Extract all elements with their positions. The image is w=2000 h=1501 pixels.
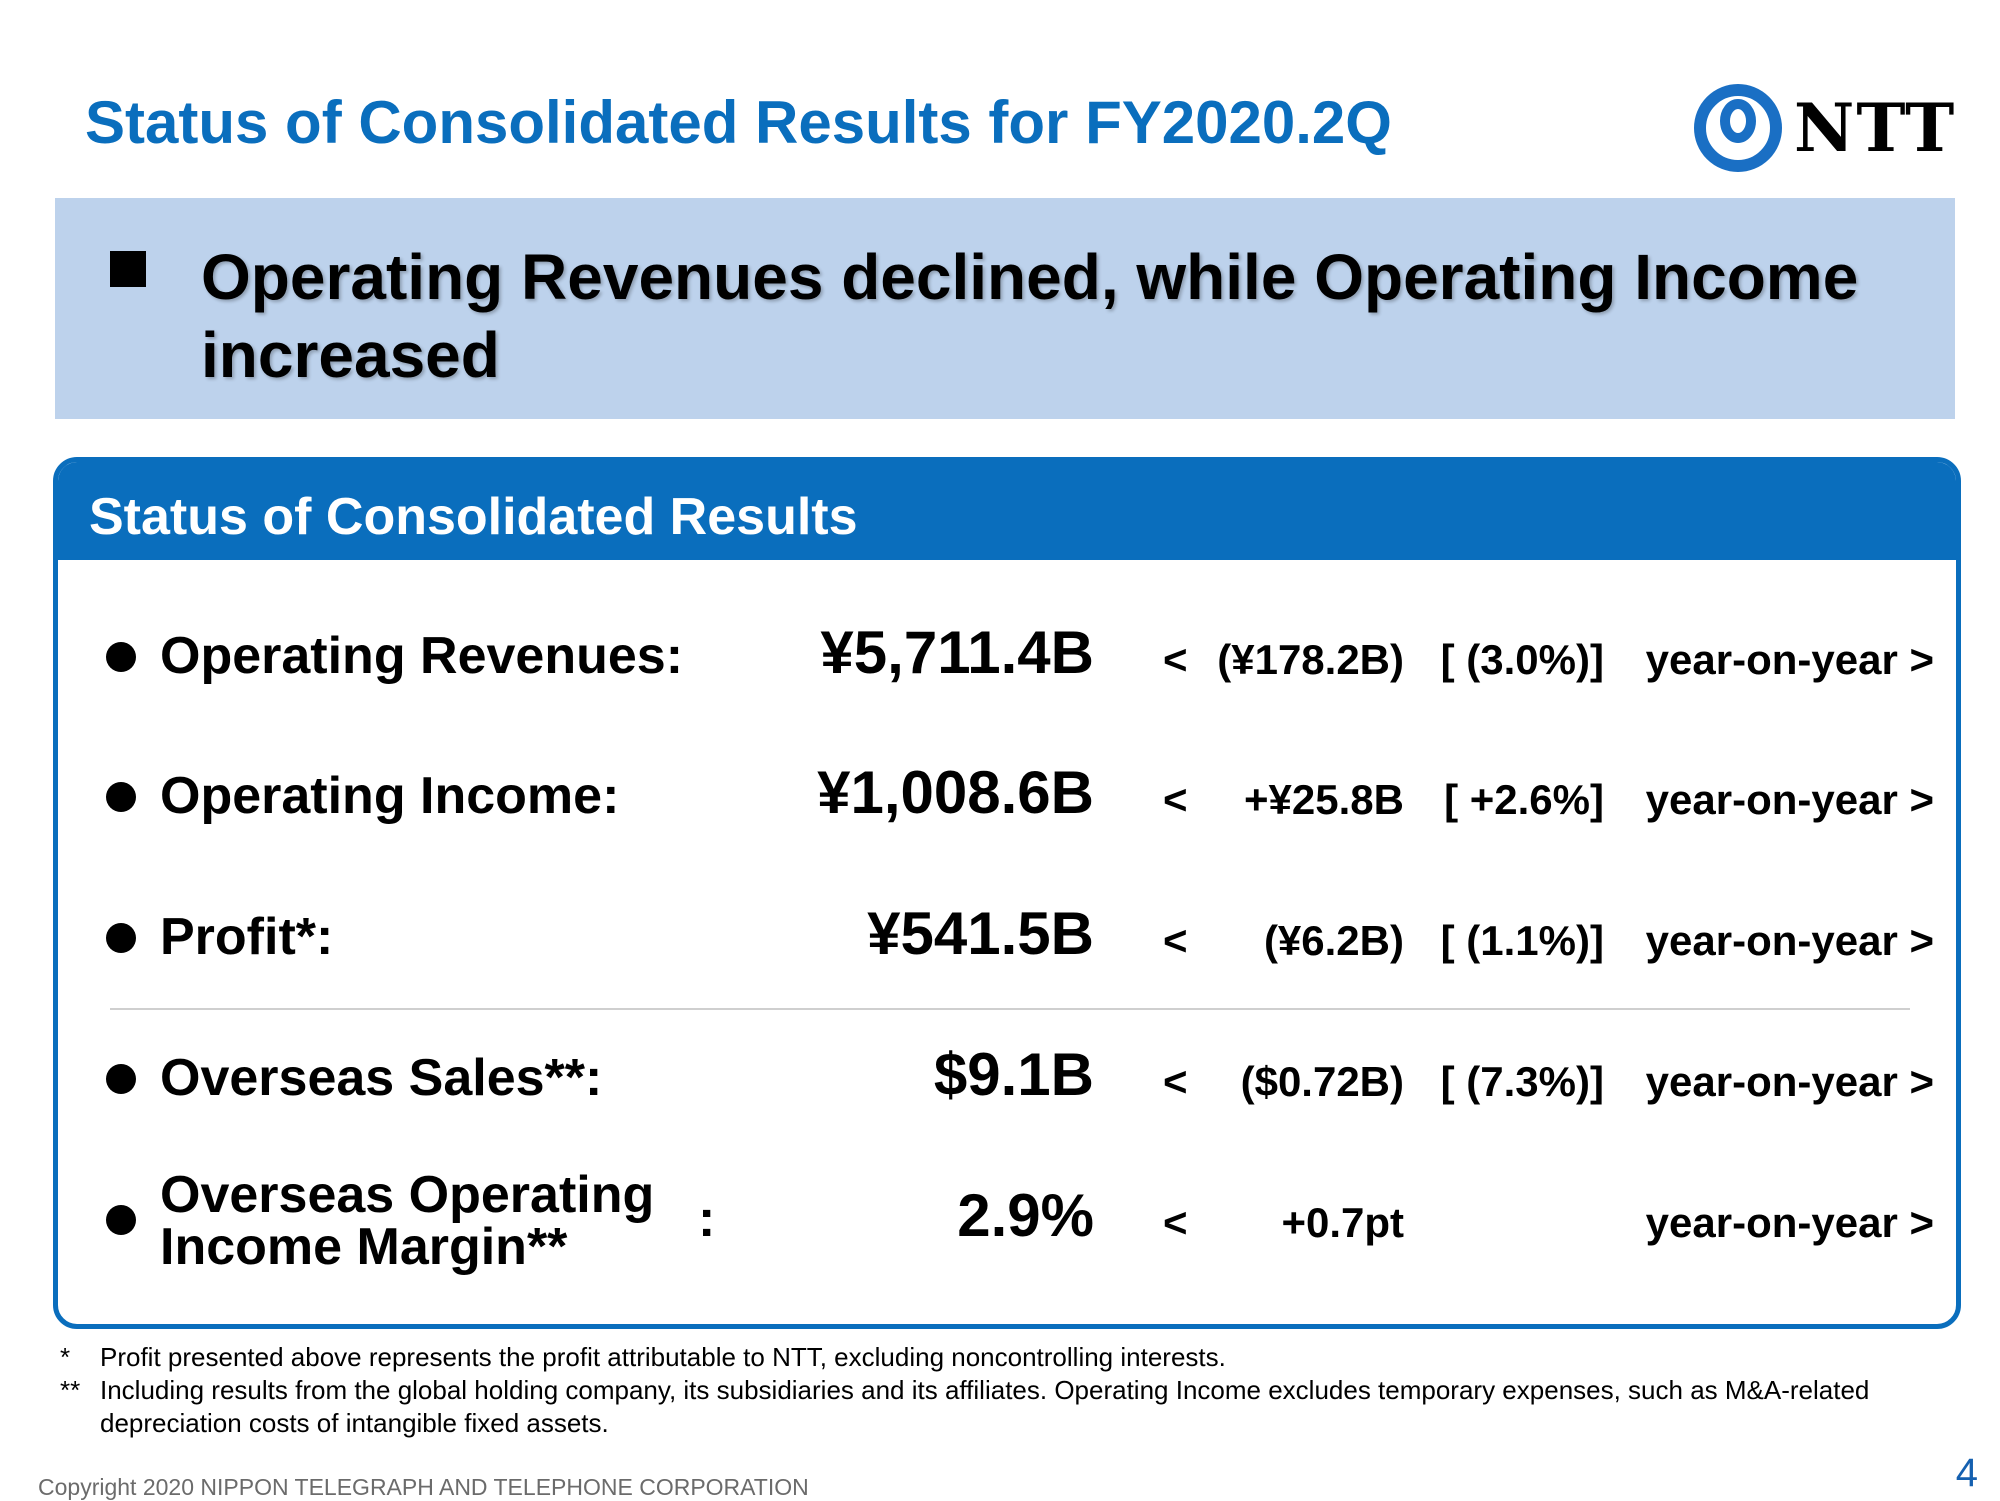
row-yoy: year-on-year > xyxy=(1645,776,1934,823)
row-label: Operating Revenues: xyxy=(160,627,684,685)
panel-header: Status of Consolidated Results xyxy=(58,462,1956,560)
row-percent: [ (1.1%)] xyxy=(1440,917,1604,964)
row-percent: [ +2.6%] xyxy=(1444,776,1604,823)
bullet-icon xyxy=(106,923,136,953)
row-change: (¥6.2B) xyxy=(1263,917,1404,964)
row-value: 2.9% xyxy=(957,1182,1094,1249)
ntt-logo-icon xyxy=(1694,84,1782,172)
row-open-bracket: < xyxy=(1163,776,1188,823)
footnote-mark: * xyxy=(60,1342,71,1372)
row-yoy: year-on-year > xyxy=(1645,917,1934,964)
row-label-line1: Overseas Operating xyxy=(160,1166,655,1224)
result-row-overseas-sales: Overseas Sales**: $9.1B < ($0.72B) [ (7.… xyxy=(58,1034,1956,1124)
panel-title: Status of Consolidated Results xyxy=(89,488,858,546)
row-yoy: year-on-year > xyxy=(1645,1199,1934,1246)
footnotes: * Profit presented above represents the … xyxy=(60,1341,1940,1440)
row-percent: [ (7.3%)] xyxy=(1440,1058,1604,1105)
bullet-icon xyxy=(106,1205,136,1235)
row-label: Operating Income: xyxy=(160,767,620,825)
square-bullet-icon xyxy=(110,251,146,287)
row-label-colon: : xyxy=(698,1190,716,1248)
row-change: +0.7pt xyxy=(1281,1199,1404,1246)
row-value: ¥541.5B xyxy=(867,900,1094,967)
footnote-text: Including results from the global holdin… xyxy=(100,1375,1870,1438)
row-value: ¥1,008.6B xyxy=(817,759,1094,826)
result-row-operating-income: Operating Income: ¥1,008.6B < +¥25.8B [ … xyxy=(58,752,1956,842)
row-value: ¥5,711.4B xyxy=(820,619,1094,686)
row-yoy: year-on-year > xyxy=(1645,636,1934,683)
row-change: (¥178.2B) xyxy=(1217,636,1404,683)
bullet-icon xyxy=(106,1064,136,1094)
row-value: $9.1B xyxy=(933,1041,1094,1108)
bullet-icon xyxy=(106,782,136,812)
row-label: Overseas Operating Income Margin** xyxy=(160,1169,654,1273)
footnote: * Profit presented above represents the … xyxy=(60,1341,1940,1374)
footnote: ** Including results from the global hol… xyxy=(60,1374,1940,1440)
row-change: +¥25.8B xyxy=(1244,776,1404,823)
copyright: Copyright 2020 NIPPON TELEGRAPH AND TELE… xyxy=(38,1474,809,1500)
result-row-operating-revenues: Operating Revenues: ¥5,711.4B < (¥178.2B… xyxy=(58,612,1956,702)
page-title: Status of Consolidated Results for FY202… xyxy=(85,89,1392,156)
logo-text: NTT xyxy=(1794,89,1957,167)
row-label: Profit*: xyxy=(160,908,334,966)
results-panel: Status of Consolidated Results Operating… xyxy=(53,457,1961,1329)
row-open-bracket: < xyxy=(1163,1199,1188,1246)
row-open-bracket: < xyxy=(1163,917,1188,964)
bullet-icon xyxy=(106,642,136,672)
footnote-text: Profit presented above represents the pr… xyxy=(100,1342,1226,1372)
row-change: ($0.72B) xyxy=(1240,1058,1404,1105)
row-open-bracket: < xyxy=(1163,636,1188,683)
page-number: 4 xyxy=(1955,1451,1978,1495)
row-yoy: year-on-year > xyxy=(1645,1058,1934,1105)
footnote-mark: ** xyxy=(60,1375,81,1405)
row-label-line2: Income Margin** xyxy=(160,1218,568,1276)
result-row-profit: Profit*: ¥541.5B < (¥6.2B) [ (1.1%)] yea… xyxy=(58,893,1956,983)
row-percent: [ (3.0%)] xyxy=(1440,636,1604,683)
headline-banner: Operating Revenues declined, while Opera… xyxy=(55,198,1955,419)
ntt-logo: NTT xyxy=(1690,83,1954,173)
headline-text: Operating Revenues declined, while Opera… xyxy=(201,241,1859,391)
row-open-bracket: < xyxy=(1163,1058,1188,1105)
row-label: Overseas Sales**: xyxy=(160,1049,603,1107)
result-row-overseas-margin: Overseas Operating Income Margin** : 2.9… xyxy=(58,1169,1956,1273)
section-divider xyxy=(110,1008,1910,1010)
